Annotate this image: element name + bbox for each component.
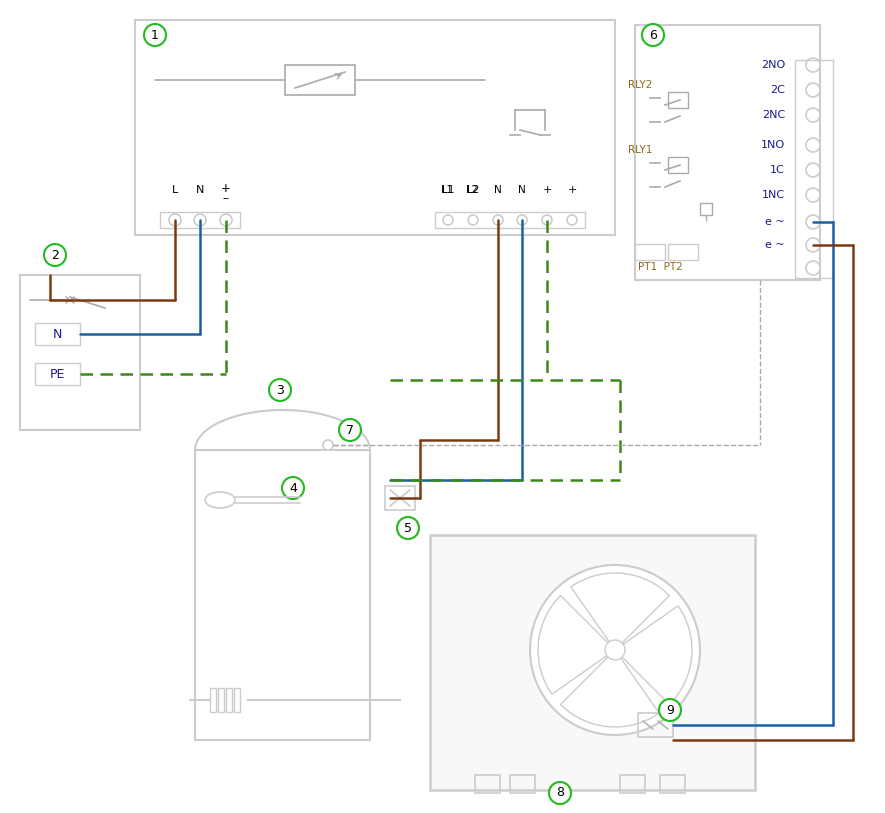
Polygon shape <box>560 655 659 727</box>
Circle shape <box>806 58 820 72</box>
Polygon shape <box>620 606 692 704</box>
Text: 2NO: 2NO <box>761 60 785 70</box>
Text: +: + <box>567 185 577 195</box>
Bar <box>234 688 240 712</box>
Text: e ~: e ~ <box>766 217 785 227</box>
Circle shape <box>443 215 453 225</box>
Text: 1NO: 1NO <box>761 140 785 150</box>
Circle shape <box>542 215 552 225</box>
Polygon shape <box>538 596 610 694</box>
Text: N: N <box>518 185 526 195</box>
Bar <box>385 486 415 510</box>
Circle shape <box>530 565 700 735</box>
Circle shape <box>517 215 527 225</box>
Circle shape <box>806 215 820 229</box>
Circle shape <box>169 214 181 226</box>
Circle shape <box>549 782 571 804</box>
Bar <box>635 25 820 280</box>
Circle shape <box>806 108 820 122</box>
Text: 3: 3 <box>276 384 284 397</box>
Circle shape <box>144 24 166 46</box>
Text: +: + <box>221 182 231 195</box>
Circle shape <box>44 244 66 266</box>
Circle shape <box>605 640 625 660</box>
Text: L: L <box>172 185 178 195</box>
Circle shape <box>269 379 291 401</box>
Circle shape <box>194 214 206 226</box>
Text: +: + <box>543 185 551 195</box>
Bar <box>668 92 688 108</box>
Bar <box>795 60 833 278</box>
Bar <box>160 212 240 228</box>
Text: 1NC: 1NC <box>762 190 785 200</box>
Text: 5: 5 <box>404 521 412 534</box>
Circle shape <box>282 477 304 499</box>
Circle shape <box>806 261 820 275</box>
Text: L1: L1 <box>442 185 453 195</box>
Circle shape <box>806 188 820 202</box>
Circle shape <box>806 83 820 97</box>
Circle shape <box>468 215 478 225</box>
Text: N: N <box>52 328 62 341</box>
Text: 2NC: 2NC <box>762 110 785 120</box>
Bar <box>700 203 712 215</box>
Bar <box>35 363 80 385</box>
Bar <box>620 775 645 793</box>
Text: 2: 2 <box>51 249 59 262</box>
Bar <box>475 775 500 793</box>
Text: N: N <box>196 185 204 195</box>
Text: N: N <box>494 185 502 195</box>
Bar <box>660 775 685 793</box>
Bar <box>285 65 355 95</box>
Polygon shape <box>571 573 669 645</box>
Circle shape <box>659 699 681 721</box>
Bar <box>226 688 232 712</box>
Circle shape <box>220 214 232 226</box>
Text: 1: 1 <box>151 28 159 41</box>
Text: 2C: 2C <box>770 85 785 95</box>
Bar <box>35 323 80 345</box>
Bar <box>510 775 535 793</box>
Text: 1C: 1C <box>770 165 785 175</box>
Bar <box>638 713 673 737</box>
Bar <box>435 212 585 228</box>
Bar <box>135 20 615 235</box>
Bar <box>430 535 755 790</box>
Bar <box>195 450 370 740</box>
Text: L2: L2 <box>466 185 478 195</box>
Circle shape <box>493 215 503 225</box>
Circle shape <box>567 215 577 225</box>
Circle shape <box>323 440 333 450</box>
Text: PT1  PT2: PT1 PT2 <box>637 262 682 272</box>
Bar <box>20 275 140 430</box>
Text: 4: 4 <box>289 481 297 494</box>
Text: 7: 7 <box>346 424 354 437</box>
Text: --: -- <box>222 193 229 203</box>
Text: L1: L1 <box>442 185 454 195</box>
Text: RLY1: RLY1 <box>627 145 652 155</box>
Bar <box>218 688 224 712</box>
Circle shape <box>397 517 419 539</box>
Bar <box>210 688 216 712</box>
Text: 8: 8 <box>556 786 564 799</box>
Circle shape <box>806 163 820 177</box>
Circle shape <box>806 238 820 252</box>
Text: PE: PE <box>50 367 65 380</box>
Circle shape <box>806 138 820 152</box>
Text: e ~: e ~ <box>766 240 785 250</box>
Text: RLY2: RLY2 <box>627 80 652 90</box>
Bar <box>668 157 688 173</box>
Circle shape <box>642 24 664 46</box>
Circle shape <box>339 419 361 441</box>
Text: 6: 6 <box>649 28 657 41</box>
Text: L2: L2 <box>466 185 479 195</box>
Bar <box>635 244 665 260</box>
Text: 9: 9 <box>666 703 674 716</box>
Bar <box>668 244 698 260</box>
